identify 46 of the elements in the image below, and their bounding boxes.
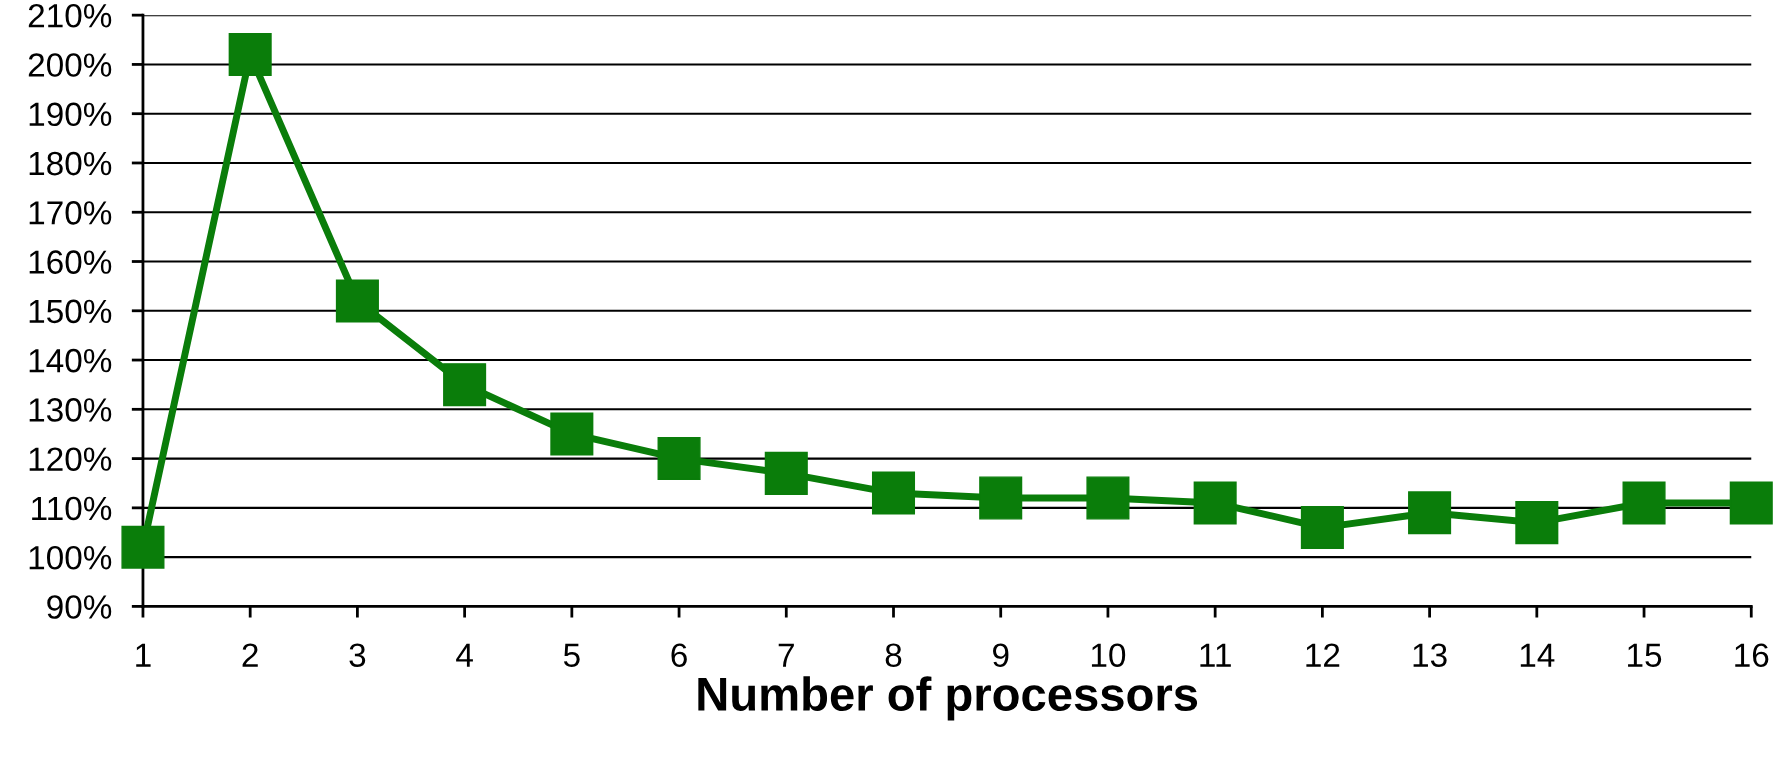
x-tick-label: 4 <box>456 643 473 667</box>
point <box>979 476 1023 520</box>
point <box>1193 481 1237 525</box>
y-tick-label: 170% <box>29 201 112 225</box>
x-tick-label: 11 <box>1200 643 1231 667</box>
x-axis-title: Number of processors <box>698 676 1198 721</box>
x-tick-label: 14 <box>1520 643 1555 667</box>
x-tick-label: 2 <box>242 643 258 667</box>
x-tick-label: 13 <box>1413 643 1447 667</box>
x-tick-label: 8 <box>885 643 902 667</box>
point <box>228 33 272 77</box>
y-tick-label: 200% <box>28 53 112 77</box>
x-tick-label: 16 <box>1735 643 1769 667</box>
point <box>1622 481 1666 525</box>
y-tick-label: 120% <box>29 447 112 471</box>
x-tick-label: 15 <box>1628 643 1662 667</box>
x-tick-label: 7 <box>778 643 794 667</box>
y-tick-label: 90% <box>47 595 112 619</box>
point <box>871 471 916 515</box>
point <box>443 363 487 407</box>
y-tick-label: 180% <box>29 151 112 176</box>
point <box>1515 501 1559 545</box>
point <box>1300 506 1344 550</box>
y-tick-label: 140% <box>29 348 112 373</box>
y-tick-label: 210% <box>28 3 112 28</box>
x-tick-label: 3 <box>349 643 366 667</box>
point <box>121 525 165 569</box>
point <box>335 279 379 323</box>
x-tick-label: 9 <box>993 643 1009 667</box>
y-tick-label: 100% <box>29 545 112 570</box>
x-tick-label: 10 <box>1091 643 1126 667</box>
point <box>657 437 701 481</box>
x-tick-label: 6 <box>671 643 687 667</box>
y-tick-label: 130% <box>29 398 112 422</box>
x-tick-label: 12 <box>1306 643 1340 667</box>
point <box>1086 476 1130 520</box>
point <box>1729 481 1773 525</box>
point <box>764 451 808 495</box>
point <box>1408 491 1452 535</box>
y-tick-label: 160% <box>29 250 112 274</box>
x-tick-label: 5 <box>563 643 580 667</box>
x-tick-label: 1 <box>136 643 151 667</box>
point <box>550 412 594 456</box>
y-tick-label: 190% <box>29 102 112 127</box>
y-tick-label: 150% <box>29 299 112 324</box>
y-tick-label: 110% <box>32 496 112 521</box>
